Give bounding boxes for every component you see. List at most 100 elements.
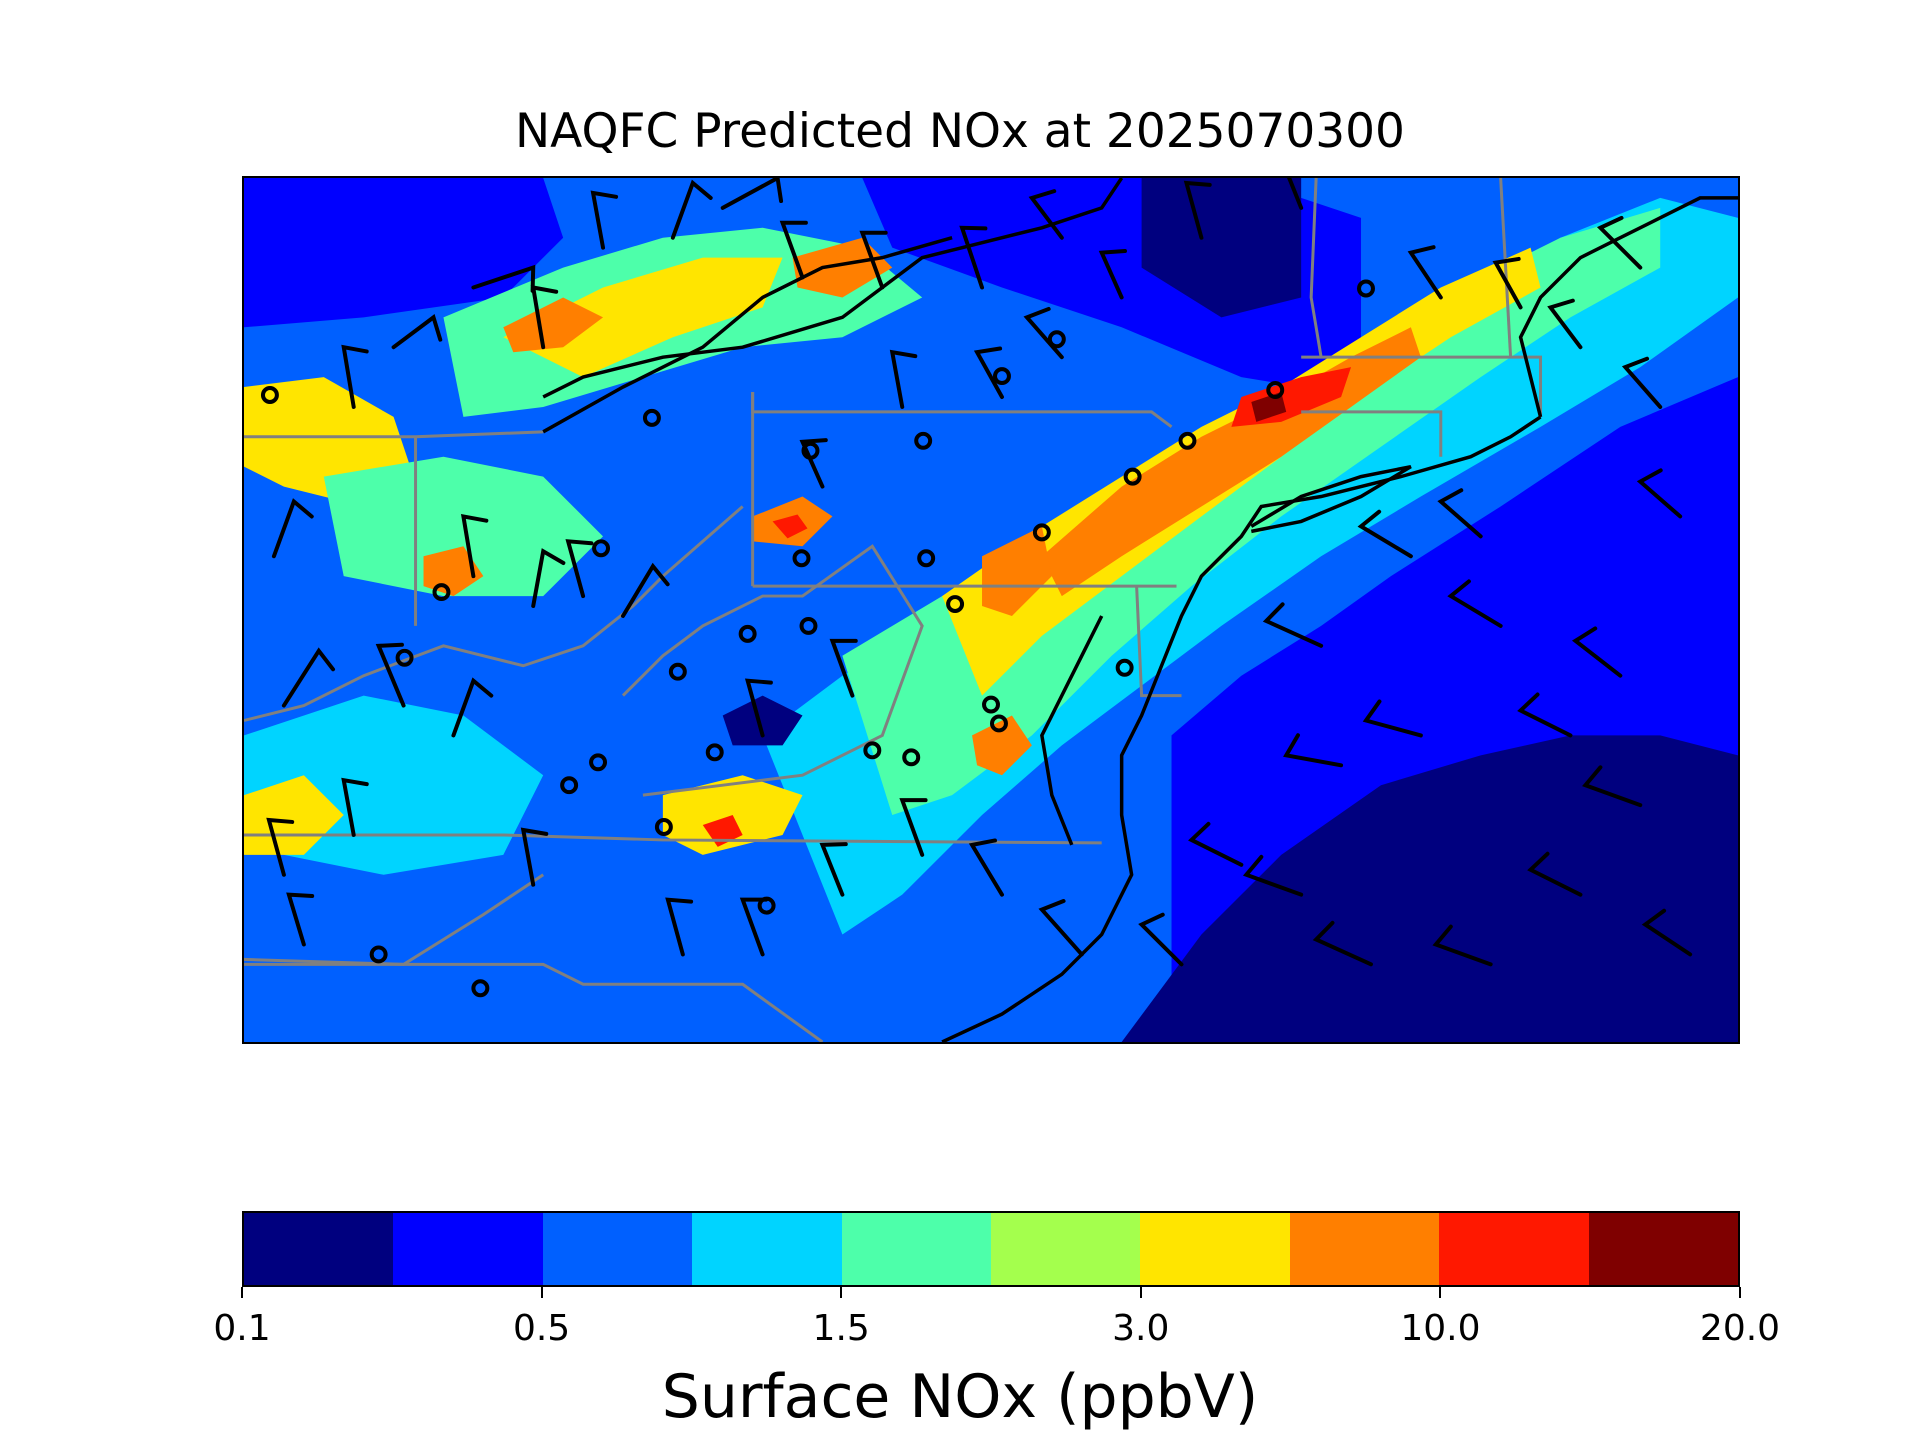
boundary-wv-va	[621, 544, 924, 797]
station-marker	[589, 753, 608, 772]
dc-orange	[972, 715, 1032, 776]
wind-barb	[1183, 180, 1212, 240]
lake-ontario-orange	[792, 237, 893, 298]
colorbar-tick	[1439, 1287, 1442, 1298]
wind-barb	[739, 897, 769, 957]
wind-barb	[744, 678, 773, 738]
north-very-low-zone	[1141, 178, 1302, 318]
station-marker	[560, 776, 579, 795]
lake-erie-band-yellow	[503, 257, 783, 378]
wind-barb	[531, 548, 566, 609]
coast-new-england	[1518, 196, 1738, 418]
wind-barb	[1571, 626, 1623, 678]
wind-barb	[271, 498, 314, 559]
wind-barb	[973, 346, 1004, 399]
wind-barb	[819, 842, 848, 897]
station-marker	[757, 896, 776, 915]
wind-barb	[565, 539, 594, 599]
wind-barb	[530, 285, 559, 350]
wind-barb	[520, 827, 549, 887]
station-marker	[642, 408, 661, 427]
wind-barb	[1028, 189, 1064, 240]
wind-barb	[968, 838, 1004, 897]
station-marker	[801, 441, 820, 460]
nyc-darkred	[1251, 392, 1287, 422]
boundary-ohio-river	[244, 505, 744, 722]
offshore-very-low-zone	[1121, 735, 1738, 1042]
colorbar-bin	[991, 1213, 1141, 1285]
state-boundaries	[244, 178, 1543, 1042]
wind-barb	[899, 798, 928, 857]
coast-chesapeake	[1040, 615, 1104, 846]
colorbar-tick	[1139, 1287, 1142, 1298]
nox-map	[244, 178, 1738, 1042]
colorbar-tick	[840, 1287, 843, 1298]
colorbar-bin	[393, 1213, 543, 1285]
wind-barb	[1621, 356, 1663, 409]
wind-barb	[286, 892, 315, 947]
colorbar-bin	[1439, 1213, 1589, 1285]
wind-barb	[1547, 298, 1583, 350]
station-marker	[738, 624, 757, 643]
colorbar-bin	[692, 1213, 842, 1285]
colorbar-bin	[244, 1213, 394, 1285]
wind-barb	[779, 220, 808, 280]
colorbar-bin	[1140, 1213, 1290, 1285]
station-marker	[705, 743, 724, 762]
wind-barb	[341, 344, 369, 409]
wind-barb	[1582, 765, 1643, 808]
wind-barb	[341, 777, 369, 837]
wv-dark-patch	[722, 695, 803, 746]
station-marker	[992, 367, 1011, 386]
wind-barb	[1437, 488, 1483, 539]
station-marker	[654, 818, 673, 836]
boundary-ohio-north	[244, 430, 544, 439]
station-marker	[1032, 523, 1051, 542]
boundary-ma	[1301, 355, 1543, 417]
station-marker	[432, 583, 451, 602]
station-marker	[592, 539, 611, 558]
station-marker	[1178, 431, 1197, 450]
wind-barb	[1527, 851, 1583, 897]
wind-barb	[1517, 692, 1573, 738]
map-panel	[242, 176, 1740, 1044]
wind-barb	[1262, 602, 1324, 648]
wind-barb	[460, 513, 489, 579]
colorbar-tick	[540, 1287, 543, 1298]
west-low-zone	[244, 178, 564, 328]
wind-barb	[829, 638, 858, 698]
wind-barb	[1098, 249, 1127, 300]
nox-field	[244, 178, 1738, 1042]
boundary-ct-ri	[1301, 410, 1443, 457]
coast-lake-erie	[542, 236, 953, 434]
wind-barb	[1407, 245, 1443, 300]
colorbar-tick-label: 1.5	[812, 1308, 870, 1349]
wind-barb	[266, 817, 295, 877]
station-marker	[946, 595, 965, 613]
wind-barb	[1283, 733, 1344, 768]
boundary-md-de	[1135, 586, 1182, 698]
wind-barb	[1312, 920, 1373, 967]
colorbar	[242, 1211, 1740, 1287]
station-marker	[1123, 467, 1142, 486]
wind-barb	[859, 230, 888, 290]
colorbar-label: Surface NOx (ppbV)	[661, 1362, 1259, 1432]
station-marker	[668, 662, 687, 681]
wind-barb	[720, 178, 784, 210]
station-marker	[917, 549, 936, 568]
wind-barb	[1596, 215, 1643, 270]
station-marker	[914, 431, 933, 450]
colorbar-tick-label: 20.0	[1699, 1308, 1781, 1349]
station-marker	[982, 695, 1000, 714]
station-marker	[990, 714, 1008, 733]
colorbar-tick	[241, 1287, 243, 1298]
boundary-nc-sc	[244, 962, 824, 1042]
wind-barb	[471, 264, 536, 293]
wind-barb	[451, 677, 494, 738]
colorbar-bin	[1289, 1213, 1440, 1285]
wind-barb	[1447, 579, 1503, 628]
station-marker	[792, 549, 811, 568]
pittsburgh-red	[772, 514, 808, 539]
station-marker	[902, 748, 921, 767]
